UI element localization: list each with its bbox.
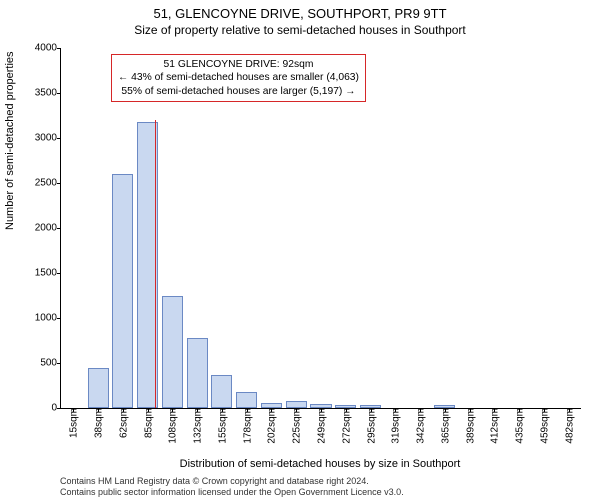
- footer-line2: Contains public sector information licen…: [60, 487, 580, 498]
- property-marker-line: [155, 120, 156, 408]
- y-axis-label: Number of semi-detached properties: [4, 51, 16, 230]
- x-tick: 108sqm: [166, 408, 179, 444]
- x-tick: 482sqm: [562, 408, 575, 444]
- histogram-bar: [187, 338, 208, 408]
- x-tick: 202sqm: [265, 408, 278, 444]
- histogram-plot: 51 GLENCOYNE DRIVE: 92sqm ← 43% of semi-…: [60, 48, 581, 409]
- histogram-bar: [236, 392, 257, 408]
- page-subtitle: Size of property relative to semi-detach…: [0, 21, 600, 37]
- footer: Contains HM Land Registry data © Crown c…: [60, 476, 580, 498]
- x-tick: 249sqm: [315, 408, 328, 444]
- x-tick: 435sqm: [513, 408, 526, 444]
- footer-line1: Contains HM Land Registry data © Crown c…: [60, 476, 580, 487]
- x-tick: 412sqm: [488, 408, 501, 444]
- x-tick: 319sqm: [389, 408, 402, 444]
- x-tick: 15sqm: [67, 408, 80, 438]
- x-tick: 178sqm: [240, 408, 253, 444]
- x-tick: 459sqm: [537, 408, 550, 444]
- histogram-bar: [211, 375, 232, 408]
- x-tick: 342sqm: [414, 408, 427, 444]
- page-title: 51, GLENCOYNE DRIVE, SOUTHPORT, PR9 9TT: [0, 0, 600, 21]
- x-tick: 62sqm: [116, 408, 129, 438]
- histogram-bar: [286, 401, 307, 408]
- histogram-bar: [88, 368, 109, 408]
- x-tick: 38sqm: [92, 408, 105, 438]
- annotation-line2: ← 43% of semi-detached houses are smalle…: [118, 71, 359, 84]
- histogram-bar: [112, 174, 133, 408]
- x-tick: 85sqm: [141, 408, 154, 438]
- x-tick: 389sqm: [463, 408, 476, 444]
- x-tick: 155sqm: [215, 408, 228, 444]
- annotation-line3: 55% of semi-detached houses are larger (…: [118, 85, 359, 98]
- histogram-bar: [162, 296, 183, 408]
- x-tick: 365sqm: [438, 408, 451, 444]
- x-tick: 132sqm: [191, 408, 204, 444]
- x-tick: 225sqm: [290, 408, 303, 444]
- annotation-line1: 51 GLENCOYNE DRIVE: 92sqm: [118, 58, 359, 71]
- x-tick: 272sqm: [339, 408, 352, 444]
- x-tick: 295sqm: [364, 408, 377, 444]
- annotation-box: 51 GLENCOYNE DRIVE: 92sqm ← 43% of semi-…: [111, 54, 366, 102]
- chart-container: 51, GLENCOYNE DRIVE, SOUTHPORT, PR9 9TT …: [0, 0, 600, 500]
- x-axis-label: Distribution of semi-detached houses by …: [60, 458, 580, 470]
